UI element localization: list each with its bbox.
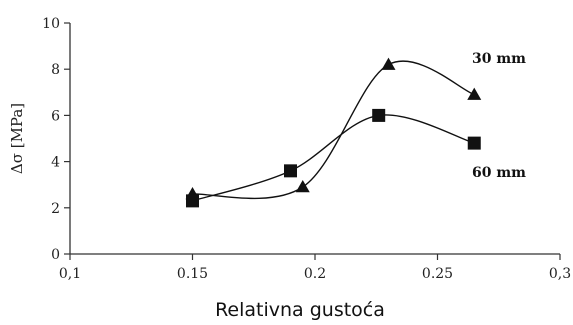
square-marker: [372, 108, 386, 122]
y-tick-label: 10: [42, 16, 60, 32]
y-axis-title: Δσ [MPa]: [8, 103, 26, 174]
y-tick-label: 4: [51, 155, 60, 171]
square-marker: [186, 194, 199, 208]
series-line-1: [192, 114, 475, 202]
square-marker: [467, 136, 481, 150]
y-tick-label: 6: [51, 108, 60, 124]
square-marker: [284, 164, 297, 178]
x-axis-title: Relativna gustoća: [215, 299, 385, 321]
triangle-marker: [467, 87, 482, 100]
x-tick-label: 0,3: [549, 266, 571, 282]
y-tick-label: 2: [51, 201, 60, 217]
triangle-marker: [381, 57, 396, 70]
y-ticks: 0 2 4 6 8 10: [42, 16, 70, 263]
series-markers: [185, 57, 482, 208]
x-tick-label: 0.15: [177, 266, 208, 282]
series-label-60mm: 60 mm: [472, 165, 526, 181]
x-tick-label: 0.25: [422, 266, 453, 282]
series-line-0: [192, 60, 475, 200]
series-lines: [192, 60, 475, 202]
series-label-30mm: 30 mm: [472, 51, 526, 67]
y-tick-label: 0: [51, 247, 60, 263]
y-tick-label: 8: [51, 62, 60, 78]
x-tick-label: 0,1: [59, 266, 81, 282]
triangle-marker: [295, 180, 310, 193]
x-tick-label: 0.2: [304, 266, 326, 282]
x-ticks: 0,1 0.15 0.2 0.25 0,3: [59, 254, 571, 282]
